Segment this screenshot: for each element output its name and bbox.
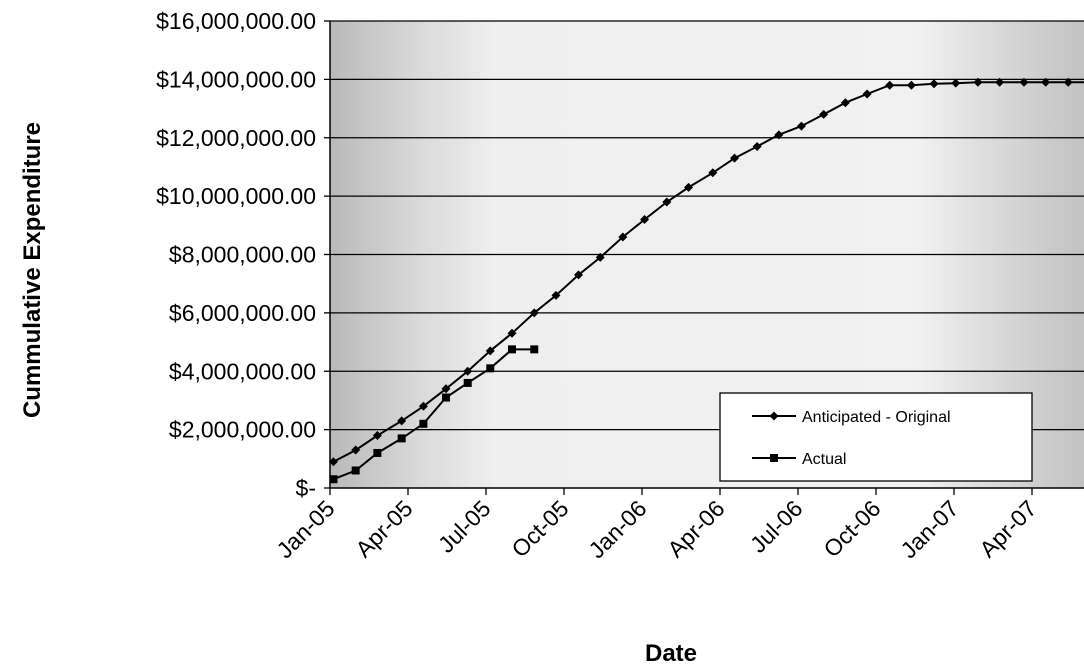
y-tick-label: $-: [296, 475, 316, 501]
data-point: [441, 393, 450, 402]
data-point: [441, 384, 451, 394]
data-point: [397, 416, 407, 426]
y-tick-label: $8,000,000.00: [169, 242, 316, 268]
x-tick-label: Apr-06: [662, 495, 729, 562]
data-point: [551, 290, 561, 300]
y-tick-labels: $- $2,000,000.00 $4,000,000.00 $6,000,000.0…: [156, 8, 316, 501]
y-tick-label: $10,000,000.00: [156, 183, 316, 209]
gridlines: [330, 20, 1084, 431]
data-point: [486, 364, 495, 373]
data-point: [372, 430, 382, 440]
x-tick-label: Jan-06: [583, 495, 651, 563]
legend-marker: [769, 411, 779, 421]
data-point: [885, 80, 895, 90]
data-point: [418, 401, 428, 411]
y-tick-label: $4,000,000.00: [169, 358, 316, 384]
data-point: [397, 434, 406, 443]
data-point: [329, 475, 338, 484]
data-point: [684, 182, 694, 192]
legend-box: [719, 392, 1033, 482]
data-point: [973, 77, 983, 87]
x-tick-label: Apr-07: [974, 495, 1041, 562]
data-point: [730, 153, 740, 163]
data-point: [906, 80, 916, 90]
x-tick-label: Apr-05: [350, 495, 417, 562]
y-tick-label: $16,000,000.00: [156, 8, 316, 34]
axes: [324, 20, 1084, 495]
legend-marker: [770, 454, 778, 462]
legend-label: Actual: [802, 451, 846, 468]
series-anticipated-original: [328, 77, 1084, 467]
data-point: [951, 78, 961, 88]
data-point: [1041, 77, 1051, 87]
data-point: [595, 252, 605, 262]
data-point: [351, 445, 361, 455]
series-line: [333, 348, 535, 481]
y-tick-label: $2,000,000.00: [169, 417, 316, 443]
data-point: [862, 89, 872, 99]
x-tick-label: Oct-05: [506, 495, 573, 562]
x-axis-title: Date: [645, 640, 697, 667]
data-point: [419, 419, 428, 428]
data-point: [819, 109, 829, 119]
data-point: [463, 366, 473, 376]
data-point: [796, 121, 806, 131]
series: [328, 77, 1084, 484]
data-point: [1019, 77, 1029, 87]
data-point: [328, 457, 338, 467]
x-tick-labels: Jan-05 Apr-05 Jul-05 Oct-05 Jan-06 Apr-06 Jul-…: [271, 495, 1041, 563]
data-point: [351, 466, 360, 475]
data-point: [708, 168, 718, 178]
data-point: [1063, 77, 1073, 87]
y-tick-label: $6,000,000.00: [169, 300, 316, 326]
data-point: [662, 197, 672, 207]
x-tick-label: Jul-06: [745, 495, 808, 558]
y-axis-title: Cummulative Expenditure: [19, 122, 46, 418]
x-tick-label: Oct-06: [818, 495, 885, 562]
legend: Anticipated - Original Actual: [719, 392, 1033, 482]
data-point: [929, 79, 939, 89]
x-tick-label: Jan-07: [895, 495, 963, 563]
x-tick-label: Jul-05: [433, 495, 496, 558]
data-point: [618, 232, 628, 242]
data-point: [485, 346, 495, 356]
data-point: [640, 214, 650, 224]
legend-label: Anticipated - Original: [802, 409, 951, 426]
data-point: [574, 270, 584, 280]
y-tick-label: $14,000,000.00: [156, 66, 316, 92]
data-point: [463, 378, 472, 387]
data-point: [840, 98, 850, 108]
data-point: [752, 142, 762, 152]
data-point: [995, 77, 1005, 87]
x-tick-label: Jan-05: [271, 495, 339, 563]
data-point: [373, 448, 382, 457]
data-point: [507, 328, 517, 338]
data-point: [508, 345, 516, 354]
series-actual: [329, 345, 539, 484]
y-tick-label: $12,000,000.00: [156, 125, 316, 151]
data-point: [530, 345, 539, 354]
data-point: [774, 130, 784, 140]
data-point: [529, 308, 539, 318]
